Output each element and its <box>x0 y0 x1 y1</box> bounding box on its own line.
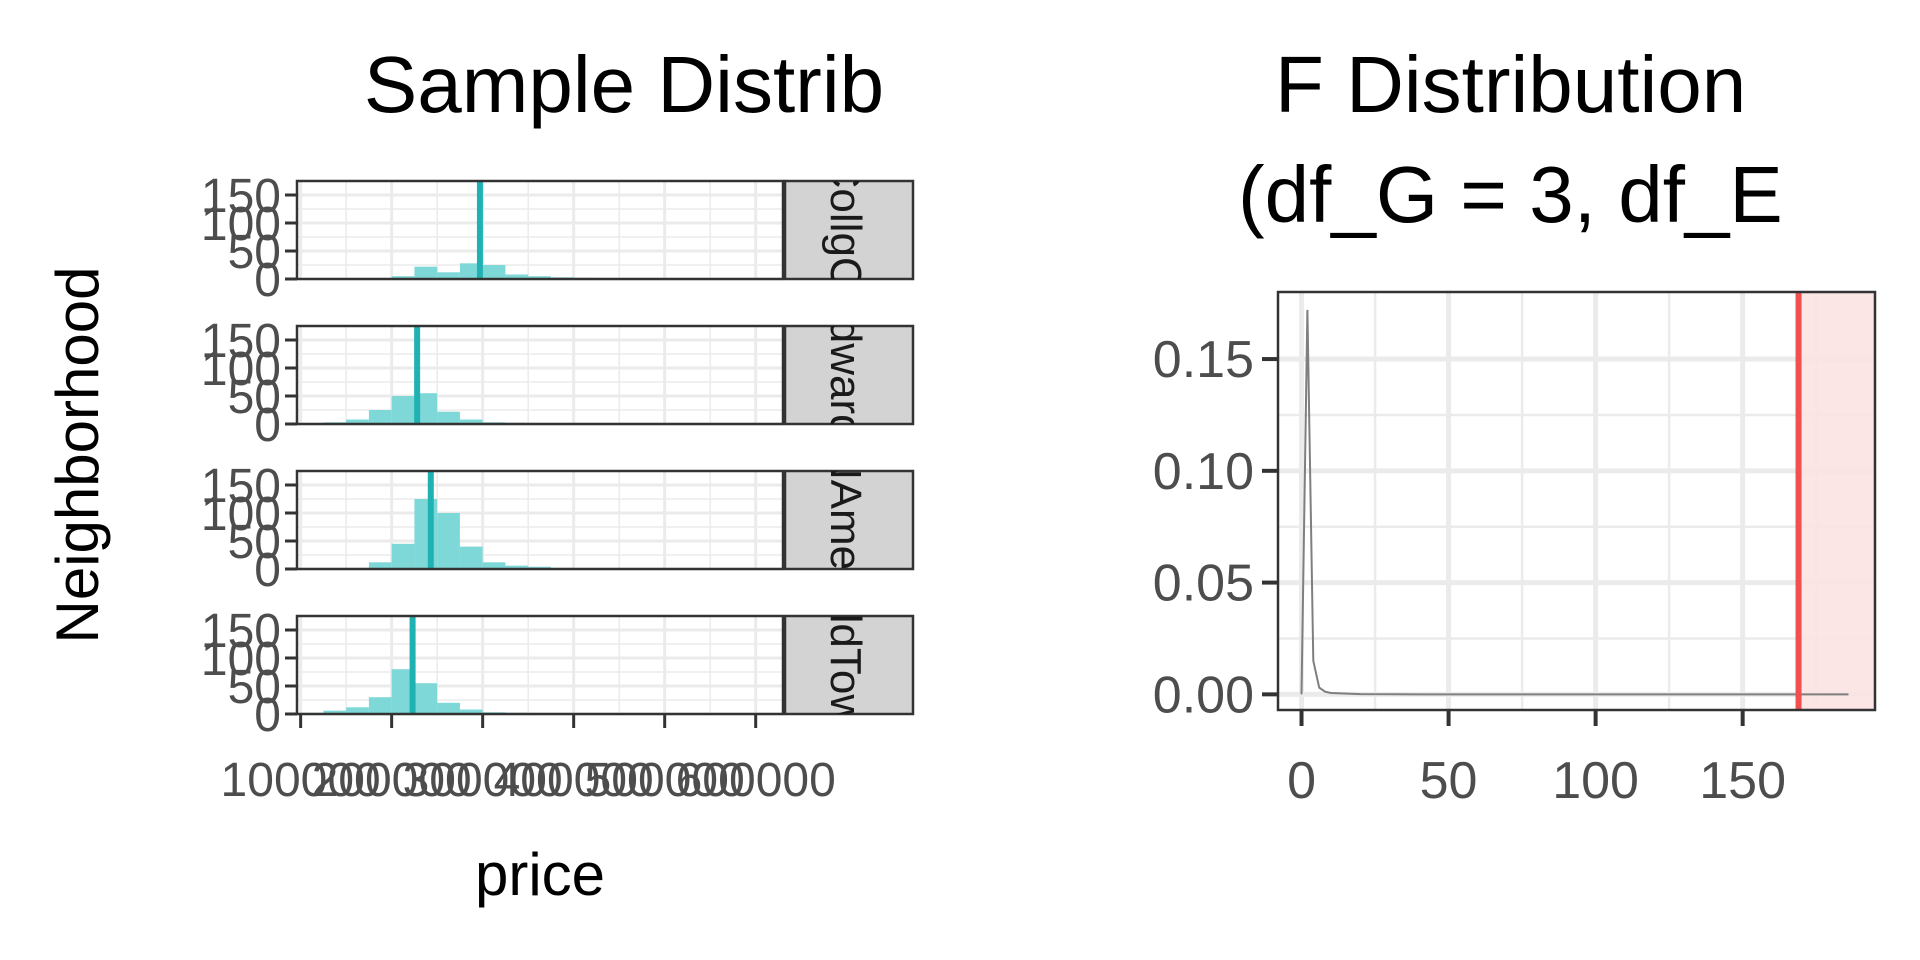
histogram-bar <box>482 265 506 279</box>
y-tick-label: 0 <box>254 399 281 452</box>
x-tick-label: 400000 <box>494 754 654 807</box>
histogram-bar <box>391 543 415 569</box>
x-tick-label: 600000 <box>676 754 836 807</box>
histogram-bar <box>368 562 392 569</box>
histogram-bar <box>459 709 483 714</box>
histogram-bar <box>391 669 415 714</box>
x-tick-label: 200000 <box>312 754 472 807</box>
facet-strip-label-group: Edwards <box>821 289 870 460</box>
histogram-bar <box>414 266 438 279</box>
facet-strip-label-group: NAmes <box>821 448 870 592</box>
right-chart-subtitle: (df_G = 3, df_E <box>1238 150 1783 239</box>
y-tick-label: 0.00 <box>1153 666 1254 724</box>
histogram-bar <box>482 562 506 569</box>
y-tick-label: 100 <box>201 488 281 541</box>
histogram-bar <box>459 419 483 424</box>
y-tick-label: 150 <box>201 460 281 513</box>
histogram-bar <box>368 697 392 714</box>
y-tick-label: 0 <box>254 254 281 307</box>
x-tick-label: 50 <box>1420 752 1478 810</box>
y-tick-label: 50 <box>228 371 281 424</box>
facet-strip <box>783 324 915 426</box>
left-y-axis-label: Neighborhood <box>44 267 111 644</box>
facet-strip-label-group: OldTown <box>821 579 870 750</box>
y-tick-label: 50 <box>228 516 281 569</box>
histogram-bar <box>437 702 460 714</box>
histogram-bar <box>323 710 347 714</box>
facet-strip-label: NAmes <box>821 448 870 592</box>
x-tick-label: 0 <box>1287 752 1316 810</box>
x-tick-label: 100000 <box>221 754 381 807</box>
histogram-bar <box>505 274 529 279</box>
f-density-line <box>1300 309 1849 696</box>
y-tick-label: 150 <box>201 315 281 368</box>
histogram-bar <box>437 411 460 424</box>
x-tick-label: 300000 <box>403 754 563 807</box>
y-tick-label: 0.15 <box>1153 331 1254 389</box>
facet-strip-label: Edwards <box>821 289 870 460</box>
y-tick-label: 100 <box>201 198 281 251</box>
left-chart-title: Sample Distrib <box>364 40 884 129</box>
facet-strip <box>783 179 915 281</box>
facet-strip-label: CollgCr <box>821 157 870 304</box>
y-tick-label: 50 <box>228 661 281 714</box>
panel-border <box>295 469 785 571</box>
facet-strip <box>783 614 915 716</box>
x-tick-label: 500000 <box>585 754 745 807</box>
y-tick-label: 0.10 <box>1153 443 1254 501</box>
histogram-bar <box>459 546 483 569</box>
right-chart-title: F Distribution <box>1275 40 1746 129</box>
plot-border <box>1276 290 1877 712</box>
x-tick-label: 150 <box>1699 752 1786 810</box>
y-tick-label: 0 <box>254 544 281 597</box>
left-x-axis-label: price <box>475 841 605 908</box>
y-tick-label: 150 <box>201 170 281 223</box>
histogram-bar <box>528 276 551 279</box>
x-tick-label: 100 <box>1552 752 1639 810</box>
panel-border <box>295 614 785 716</box>
histogram-bar <box>505 565 529 569</box>
facet-strip-label: OldTown <box>821 579 870 750</box>
panel-border <box>295 324 785 426</box>
histogram-bar <box>437 272 460 279</box>
y-tick-label: 100 <box>201 633 281 686</box>
histogram-bar <box>437 513 460 569</box>
y-tick-label: 100 <box>201 343 281 396</box>
histogram-bar <box>346 419 369 424</box>
histogram-bar <box>346 707 369 714</box>
histogram-bar <box>391 396 415 424</box>
rejection-region <box>1798 292 1875 710</box>
facet-strip-label-group: CollgCr <box>821 157 870 304</box>
f-distribution-plot: 0.00 0.05 0.10 0.15 0 50 100 150 <box>1153 290 1877 810</box>
histogram-bar <box>391 276 415 279</box>
y-tick-label: 0.05 <box>1153 555 1254 613</box>
panel-border <box>295 179 785 281</box>
histogram-bar <box>414 683 438 714</box>
y-tick-label: 150 <box>201 605 281 658</box>
y-tick-label: 50 <box>228 226 281 279</box>
facet-strip <box>783 469 915 571</box>
histogram-bar <box>368 410 392 424</box>
y-tick-label: 0 <box>254 689 281 742</box>
